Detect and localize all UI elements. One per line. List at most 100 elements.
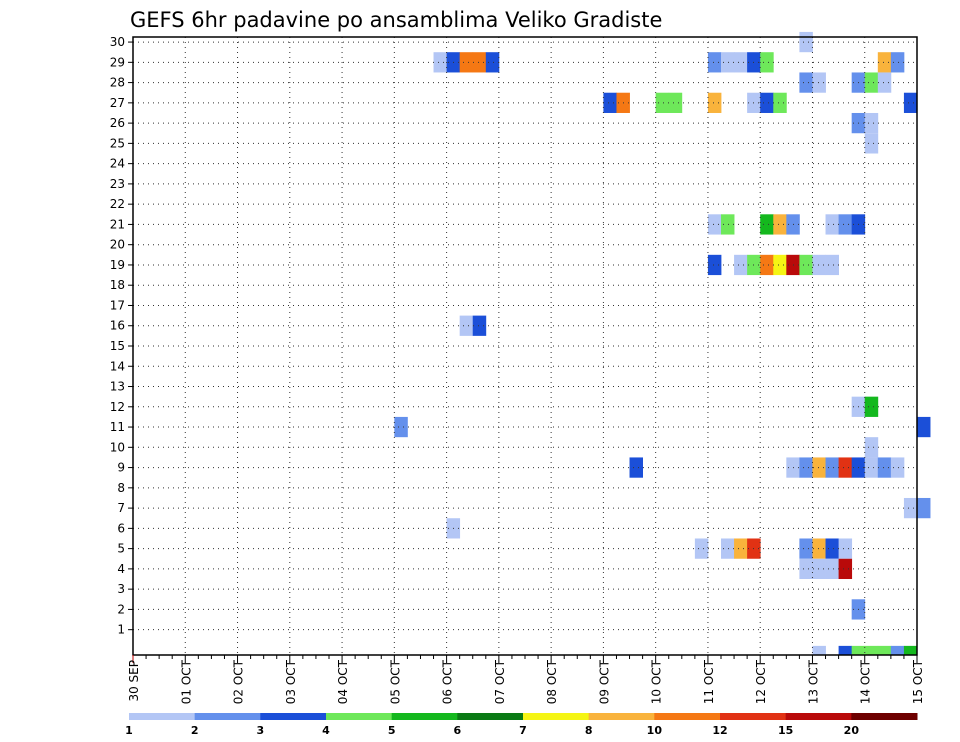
heatmap-cell	[760, 255, 773, 275]
legend-label: 1	[125, 724, 133, 737]
legend-label: 2	[191, 724, 199, 737]
heatmap-cell	[878, 52, 891, 72]
y-axis: 1234567891011121314151617181920212223242…	[110, 35, 133, 637]
y-tick-label: 30	[110, 35, 125, 49]
heatmap-cell	[799, 457, 812, 477]
heatmap-cell	[434, 52, 447, 72]
legend-swatch	[786, 713, 852, 720]
x-tick-label: 14 OCT	[859, 659, 873, 704]
heatmap-cell	[773, 255, 786, 275]
chart-title: GEFS 6hr padavine po ansamblima Veliko G…	[130, 8, 662, 32]
x-tick-label: 13 OCT	[806, 659, 820, 704]
x-tick-label: 30 SEP	[127, 660, 141, 702]
x-tick-label: 02 OCT	[232, 659, 246, 704]
y-tick-label: 21	[110, 217, 125, 231]
heatmap-cell	[891, 457, 904, 477]
legend-swatch	[260, 713, 326, 720]
legend-swatch	[129, 713, 195, 720]
legend-label: 10	[647, 724, 663, 737]
x-tick-label: 01 OCT	[179, 659, 193, 704]
x-tick-label: 08 OCT	[545, 659, 559, 704]
y-tick-label: 6	[117, 521, 125, 535]
heatmap-cell	[878, 646, 891, 655]
heatmap-cell	[760, 214, 773, 234]
legend-label: 15	[778, 724, 793, 737]
y-tick-label: 3	[117, 582, 125, 596]
legend-label: 7	[519, 724, 527, 737]
heatmap-cells	[394, 32, 930, 655]
y-tick-label: 19	[110, 258, 125, 272]
x-tick-label: 05 OCT	[388, 659, 402, 704]
heatmap-cell	[708, 214, 721, 234]
heatmap-cell	[473, 316, 486, 336]
y-tick-label: 13	[110, 380, 125, 394]
heatmap-cell	[812, 646, 825, 655]
legend-swatch	[589, 713, 655, 720]
heatmap-cell	[773, 214, 786, 234]
y-tick-label: 4	[117, 562, 125, 576]
legend-swatch	[654, 713, 720, 720]
y-tick-label: 29	[110, 55, 125, 69]
y-tick-label: 9	[117, 461, 125, 475]
heatmap-cell	[486, 52, 499, 72]
legend-swatch	[326, 713, 392, 720]
heatmap-cell	[394, 417, 407, 437]
heatmap-cell	[878, 72, 891, 92]
legend-swatch	[720, 713, 786, 720]
heatmap-cell	[799, 32, 812, 52]
precipitation-heatmap: GEFS 6hr padavine po ansamblima Veliko G…	[0, 0, 960, 742]
y-tick-label: 14	[110, 359, 125, 373]
heatmap-cell	[734, 538, 747, 558]
y-tick-label: 1	[117, 623, 125, 637]
heatmap-cell	[669, 93, 682, 113]
heatmap-cell	[839, 214, 852, 234]
heatmap-cell	[799, 72, 812, 92]
y-tick-label: 26	[110, 116, 125, 130]
heatmap-cell	[891, 646, 904, 655]
heatmap-cell	[904, 93, 917, 113]
legend-swatch	[851, 713, 917, 720]
heatmap-cell	[708, 255, 721, 275]
heatmap-cell	[799, 538, 812, 558]
x-tick-label: 10 OCT	[650, 659, 664, 704]
heatmap-cell	[799, 255, 812, 275]
heatmap-cell	[734, 52, 747, 72]
legend-label: 5	[388, 724, 396, 737]
heatmap-cell	[826, 559, 839, 579]
heatmap-cell	[878, 457, 891, 477]
legend-label: 4	[322, 724, 330, 737]
heatmap-cell	[760, 52, 773, 72]
y-tick-label: 27	[110, 96, 125, 110]
x-tick-label: 07 OCT	[493, 659, 507, 704]
heatmap-cell	[460, 52, 473, 72]
heatmap-cell	[656, 93, 669, 113]
y-tick-label: 20	[110, 238, 125, 252]
y-tick-label: 7	[117, 501, 125, 515]
legend-swatch	[392, 713, 458, 720]
heatmap-cell	[603, 93, 616, 113]
y-tick-label: 10	[110, 440, 125, 454]
legend-label: 8	[585, 724, 593, 737]
x-tick-label: 09 OCT	[597, 659, 611, 704]
heatmap-cell	[865, 646, 878, 655]
x-tick-label: 04 OCT	[336, 659, 350, 704]
y-tick-label: 16	[110, 319, 125, 333]
heatmap-cell	[708, 52, 721, 72]
heatmap-cell	[799, 559, 812, 579]
y-tick-label: 18	[110, 278, 125, 292]
heatmap-cell	[891, 52, 904, 72]
legend-swatch	[523, 713, 589, 720]
legend-label: 20	[844, 724, 860, 737]
heatmap-cell	[904, 498, 917, 518]
heatmap-cell	[865, 437, 878, 457]
heatmap-cell	[460, 316, 473, 336]
x-tick-label: 12 OCT	[754, 659, 768, 704]
heatmap-cell	[839, 559, 852, 579]
y-tick-label: 23	[110, 177, 125, 191]
color-legend: 1 2 3 4 5 6 7 8 10 12 15 20	[125, 713, 917, 737]
y-tick-label: 28	[110, 76, 125, 90]
legend-swatch	[457, 713, 523, 720]
y-tick-label: 11	[110, 420, 125, 434]
heatmap-cell	[839, 646, 852, 655]
heatmap-cell	[865, 397, 878, 417]
